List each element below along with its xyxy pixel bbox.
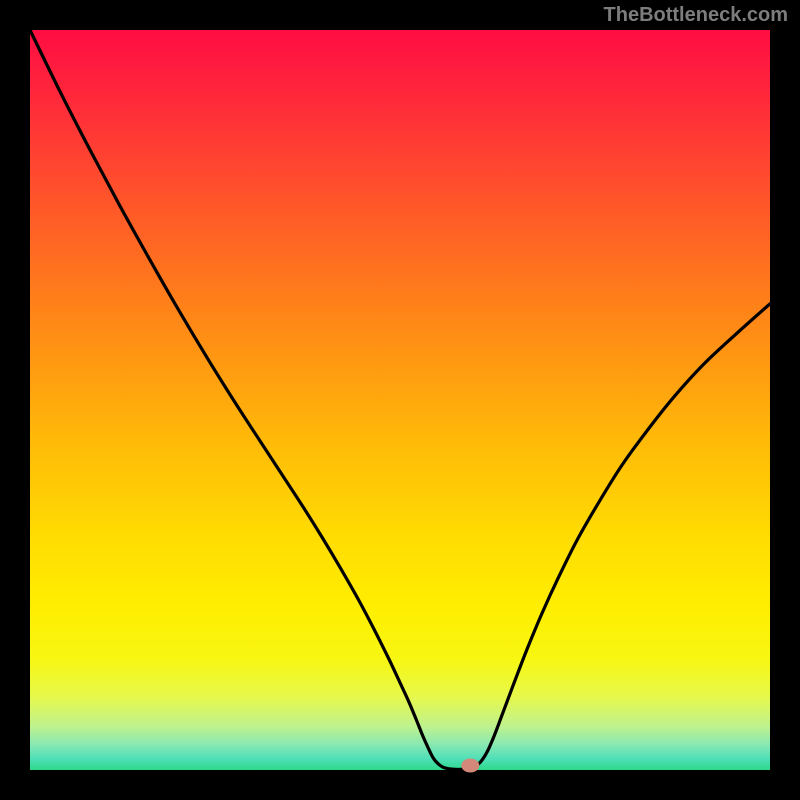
chart-container: TheBottleneck.com	[0, 0, 800, 800]
watermark-text: TheBottleneck.com	[604, 4, 788, 27]
bottleneck-chart	[0, 0, 800, 800]
minimum-marker	[461, 759, 479, 773]
plot-background	[30, 30, 770, 770]
